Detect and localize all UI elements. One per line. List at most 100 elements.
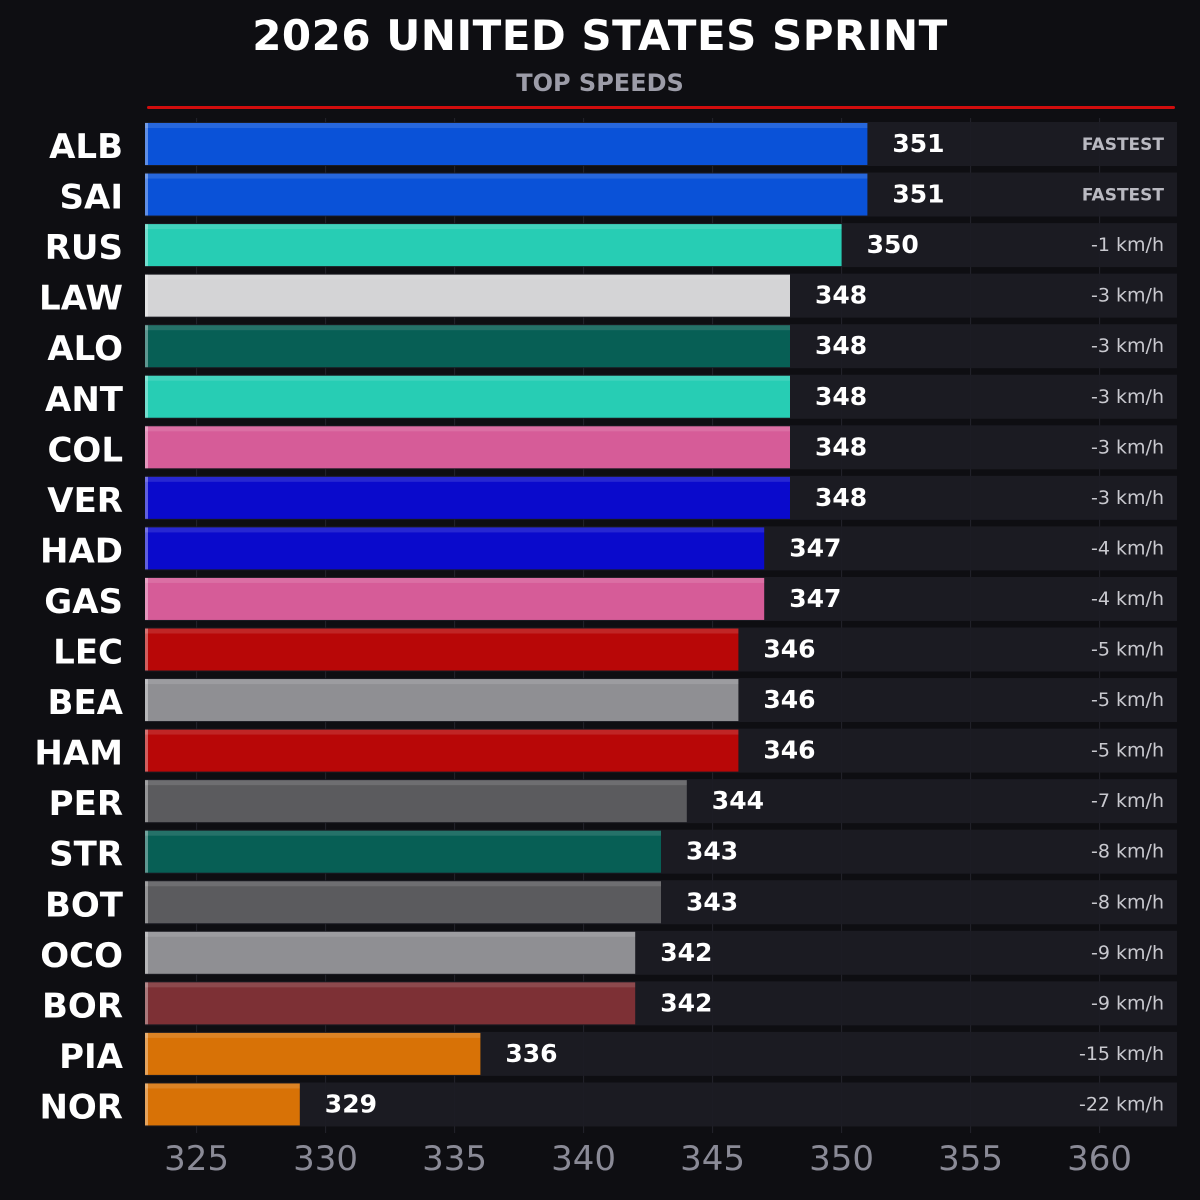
bar-edge <box>145 325 148 368</box>
speed-value-label: 348 <box>815 483 867 512</box>
driver-label: GAS <box>44 582 123 622</box>
speed-value-label: 347 <box>789 533 841 562</box>
bar <box>145 274 790 317</box>
bar-track <box>145 1082 1177 1127</box>
delta-label: -15 km/h <box>1079 1043 1164 1065</box>
bar-highlight <box>145 729 739 735</box>
speed-value-label: 347 <box>789 584 841 613</box>
driver-label: ALO <box>47 329 123 369</box>
speed-value-label: 350 <box>867 230 919 259</box>
bar-highlight <box>145 931 636 937</box>
speed-value-label: 351 <box>892 180 944 209</box>
speed-value-label: 351 <box>892 129 944 158</box>
driver-label: PER <box>49 784 123 824</box>
delta-label: -22 km/h <box>1079 1093 1164 1115</box>
chart-title: 2026 UNITED STATES SPRINT <box>252 11 948 60</box>
bar-highlight <box>145 1083 300 1089</box>
bar <box>145 173 868 216</box>
bar-highlight <box>145 628 739 634</box>
x-tick-label: 350 <box>809 1139 874 1179</box>
bar <box>145 982 636 1025</box>
speed-value-label: 346 <box>763 736 815 765</box>
bar-highlight <box>145 325 790 331</box>
speed-value-label: 348 <box>815 382 867 411</box>
delta-label: -3 km/h <box>1091 335 1164 357</box>
bar-edge <box>145 123 148 165</box>
delta-label: -4 km/h <box>1091 537 1164 559</box>
bar-edge <box>145 931 148 974</box>
delta-label: -8 km/h <box>1091 891 1164 913</box>
speed-value-label: 346 <box>763 685 815 714</box>
bar-edge <box>145 679 148 722</box>
x-tick-label: 345 <box>680 1139 745 1179</box>
x-axis: 325 330 335 340 345 350 355 360 <box>164 1139 1132 1179</box>
bar-highlight <box>145 881 661 887</box>
bar <box>145 325 790 368</box>
bar <box>145 577 765 620</box>
bar-highlight <box>145 780 687 786</box>
bar <box>145 729 739 772</box>
delta-label: -9 km/h <box>1091 992 1164 1014</box>
bar <box>145 830 661 873</box>
bar-edge <box>145 1083 148 1126</box>
bar-highlight <box>145 224 842 230</box>
x-tick-label: 335 <box>422 1139 487 1179</box>
chart-subtitle: TOP SPEEDS <box>516 69 684 97</box>
speed-value-label: 329 <box>325 1089 377 1118</box>
speed-value-label: 343 <box>686 837 738 866</box>
delta-label: FASTEST <box>1082 135 1165 155</box>
delta-label: -3 km/h <box>1091 487 1164 509</box>
bar <box>145 1083 300 1126</box>
delta-label: -1 km/h <box>1091 234 1164 256</box>
delta-label: -5 km/h <box>1091 740 1164 762</box>
bar-highlight <box>145 426 790 432</box>
bar <box>145 780 687 823</box>
bar <box>145 931 636 974</box>
driver-label: HAD <box>40 531 123 571</box>
speed-value-label: 346 <box>763 635 815 664</box>
bar <box>145 628 739 671</box>
delta-label: -3 km/h <box>1091 436 1164 458</box>
delta-label: -9 km/h <box>1091 942 1164 964</box>
bar-edge <box>145 1032 148 1075</box>
bar <box>145 426 790 469</box>
speed-value-label: 348 <box>815 331 867 360</box>
driver-label: RUS <box>45 228 123 268</box>
driver-label: NOR <box>39 1087 123 1127</box>
speed-value-label: 343 <box>686 887 738 916</box>
bar-highlight <box>145 173 868 179</box>
bar-edge <box>145 881 148 924</box>
driver-label: ALB <box>49 127 123 167</box>
speed-value-label: 336 <box>505 1039 557 1068</box>
bar-edge <box>145 476 148 519</box>
bar-highlight <box>145 527 765 533</box>
bar-highlight <box>145 679 739 685</box>
bar-highlight <box>145 476 790 482</box>
bar-edge <box>145 628 148 671</box>
speed-value-label: 342 <box>660 988 712 1017</box>
driver-label: HAM <box>34 734 123 774</box>
bar-edge <box>145 830 148 873</box>
bar-highlight <box>145 1032 481 1038</box>
driver-label: PIA <box>59 1037 124 1077</box>
speed-value-label: 348 <box>815 281 867 310</box>
title-accent-line <box>147 106 1175 109</box>
bar-edge <box>145 426 148 469</box>
driver-label: LEC <box>53 633 123 673</box>
bar-rows: ALB 351 FASTEST SAI 351 FASTEST RUS 350 -1 km/h L… <box>34 122 1177 1127</box>
gridlines <box>196 118 1101 1133</box>
driver-label: BOR <box>42 986 123 1026</box>
bar-edge <box>145 577 148 620</box>
bar <box>145 1032 481 1075</box>
speed-value-label: 344 <box>712 786 764 815</box>
bar <box>145 476 790 519</box>
x-tick-label: 330 <box>293 1139 358 1179</box>
bar <box>145 679 739 722</box>
bar-edge <box>145 173 148 216</box>
delta-label: -4 km/h <box>1091 588 1164 610</box>
driver-label: SAI <box>60 178 123 218</box>
delta-label: -7 km/h <box>1091 790 1164 812</box>
bar-edge <box>145 729 148 772</box>
driver-label: BOT <box>45 885 124 925</box>
